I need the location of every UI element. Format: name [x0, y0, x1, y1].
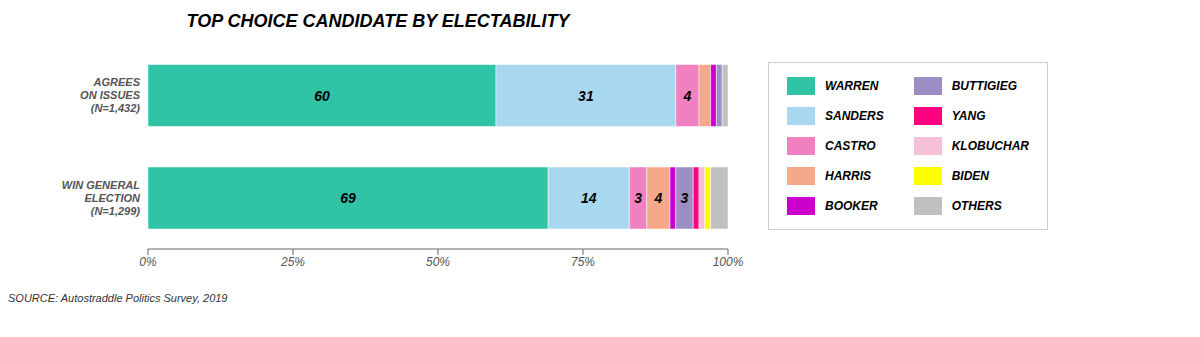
svg-text:25%: 25% — [280, 255, 305, 269]
html-text:BIDEN: BIDEN — [951, 169, 989, 183]
svg-text:50%: 50% — [426, 255, 450, 269]
html-text:SOURCE: Autostraddle Politics: SOURCE: Autostraddle Politics Survey, 20… — [8, 292, 228, 304]
svg-text:3: 3 — [634, 190, 642, 206]
svg-text:AGREESON ISSUES(N=1,432): AGREESON ISSUES(N=1,432) — [80, 76, 141, 114]
svg-text:69: 69 — [340, 190, 356, 206]
html-text:KLOBUCHAR: KLOBUCHAR — [951, 139, 1029, 153]
svg-text:4: 4 — [683, 88, 692, 104]
svg-text:14: 14 — [581, 190, 597, 206]
svg-text:0%: 0% — [139, 255, 157, 269]
html-text:SANDERS: SANDERS — [825, 109, 884, 123]
html-text:BOOKER: BOOKER — [825, 199, 878, 213]
svg-text:3: 3 — [681, 190, 689, 206]
html-text:WARREN: WARREN — [825, 79, 879, 93]
svg-text:60: 60 — [314, 88, 330, 104]
html-text:YANG: YANG — [951, 109, 986, 123]
svg-text:100%: 100% — [713, 255, 744, 269]
svg-text:75%: 75% — [571, 255, 595, 269]
html-text:OTHERS: OTHERS — [951, 199, 1002, 213]
html-text:CASTRO: CASTRO — [825, 139, 876, 153]
html-text:TOP CHOICE CANDIDATE BY ELECTA: TOP CHOICE CANDIDATE BY ELECTABILITY — [186, 11, 570, 31]
svg-text:31: 31 — [578, 88, 594, 104]
svg-text:WIN GENERALELECTION(N=1,299): WIN GENERALELECTION(N=1,299) — [62, 179, 141, 217]
html-text:BUTTIGIEG: BUTTIGIEG — [951, 79, 1017, 93]
html-text:HARRIS: HARRIS — [825, 169, 871, 183]
svg-text:4: 4 — [654, 190, 663, 206]
